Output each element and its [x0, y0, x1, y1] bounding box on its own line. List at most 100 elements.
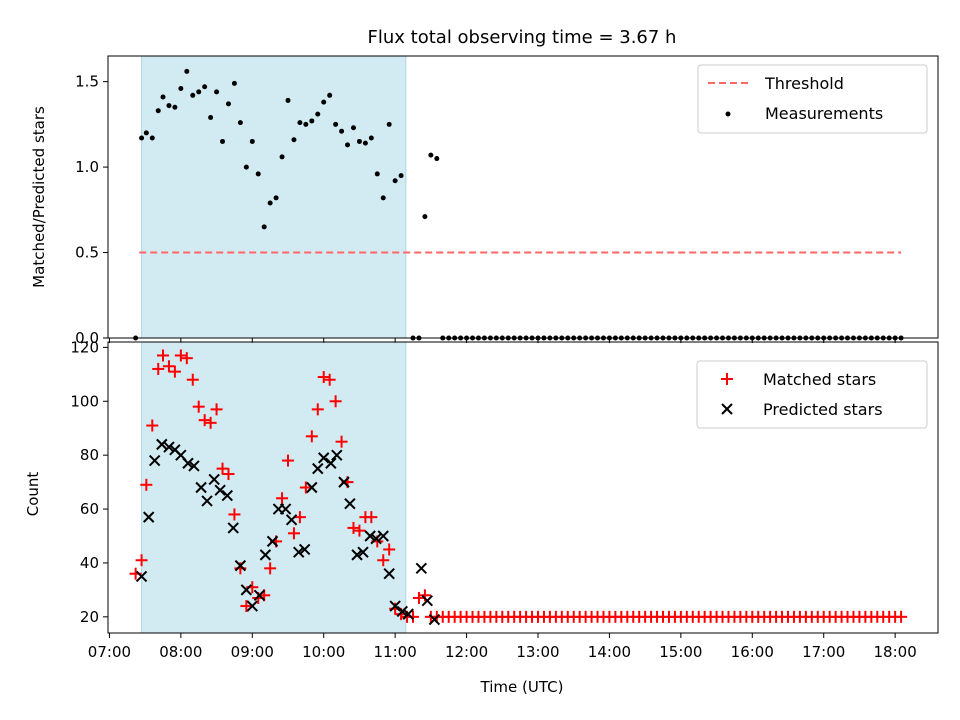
predicted-star-point: [143, 511, 155, 523]
predicted-star-point: [259, 549, 272, 561]
measurement-point: [225, 101, 231, 107]
predicted-star-point: [325, 457, 337, 469]
measurement-point: [202, 84, 208, 90]
measurement-point: [368, 135, 374, 141]
measurement-point: [386, 121, 392, 127]
x-stroke-b: [306, 481, 318, 494]
predicted-star-point: [415, 562, 428, 575]
predicted-star-point: [201, 495, 213, 507]
x-stroke-b: [234, 559, 247, 572]
bottom-y-tick-label: 100: [70, 392, 99, 410]
predicted-star-point: [421, 594, 433, 607]
matched-star-point: [383, 543, 396, 556]
predicted-star-point: [370, 532, 382, 545]
predicted-star-point: [306, 481, 318, 494]
x-tick-label: 13:00: [516, 643, 559, 661]
x-stroke-b: [285, 514, 298, 526]
x-stroke-b: [246, 600, 258, 612]
matched-star-point: [264, 562, 277, 575]
predicted-star-point: [148, 454, 161, 467]
bottom-y-tick-label: 120: [70, 338, 99, 356]
x-stroke-b: [208, 473, 220, 486]
matched-star-point: [140, 478, 153, 491]
x-stroke-b: [279, 503, 292, 515]
predicted-star-point: [351, 549, 363, 561]
predicted-star-point: [188, 460, 200, 472]
predicted-star-point: [344, 497, 356, 510]
predicted-star-point: [402, 608, 414, 620]
measurement-point: [315, 111, 321, 117]
top-y-tick-label: 1.0: [75, 158, 99, 176]
x-stroke-b: [156, 438, 168, 451]
x-tick-label: 14:00: [588, 643, 631, 661]
measurement-point: [237, 120, 243, 126]
measurement-point: [255, 171, 261, 177]
x-stroke-b: [338, 476, 350, 488]
x-stroke-b: [357, 546, 369, 558]
matched-star-point: [323, 373, 336, 386]
measurement-point: [184, 68, 190, 74]
matched-star-point: [228, 508, 241, 521]
bottom-y-axis-label: Count: [24, 472, 42, 517]
predicted-star-point: [208, 473, 220, 486]
x-stroke-b: [169, 444, 181, 456]
x-stroke-b: [293, 546, 305, 558]
predicted-star-point: [312, 462, 324, 475]
measurement-point: [291, 137, 297, 143]
measurement-point: [422, 214, 428, 220]
predicted-star-point: [318, 452, 330, 464]
legend-matched-swatch: [721, 373, 733, 385]
bottom-axes-frame: [107, 341, 939, 634]
top-legend-box: [697, 64, 928, 134]
measurement-point: [243, 164, 249, 170]
x-stroke-b: [195, 481, 207, 494]
top-y-tick-label: 0.5: [75, 244, 99, 262]
x-tick-label: 10:00: [302, 643, 345, 661]
matched-star-point: [198, 414, 211, 427]
chart-title: Flux total observing time = 3.67 h: [368, 27, 677, 48]
x-tick-label: 12:00: [445, 643, 488, 661]
x-stroke-b: [364, 530, 376, 542]
top-y-tick-label: 0.0: [75, 329, 99, 347]
x-stroke-b: [135, 570, 148, 583]
x-stroke-b: [318, 452, 330, 464]
bottom-y-tick-label: 80: [80, 446, 99, 464]
matched-star-point: [157, 349, 169, 362]
matched-star-point: [210, 403, 223, 416]
matched-star-point: [335, 435, 348, 448]
measurement-point: [190, 92, 196, 98]
legend-threshold-label: Threshold: [764, 74, 844, 93]
x-stroke-b: [351, 549, 363, 561]
matched-star-point: [146, 419, 159, 432]
measurement-point: [392, 178, 398, 184]
matched-star-point: [276, 492, 289, 505]
x-stroke-b: [227, 522, 239, 534]
measurement-point: [303, 121, 309, 127]
measurement-point: [149, 135, 155, 141]
bottom-y-tick-label: 60: [80, 500, 99, 518]
x-stroke-b: [240, 584, 253, 596]
x-stroke-b: [389, 600, 401, 612]
x-stroke-b: [259, 549, 272, 561]
predicted-star-point: [234, 559, 247, 572]
measurement-point: [139, 135, 145, 141]
measurement-point: [166, 103, 172, 109]
predicted-star-point: [338, 476, 350, 488]
measurement-point: [380, 195, 386, 201]
matched-star-point: [282, 454, 294, 467]
matched-star-point: [299, 481, 312, 494]
measurement-point: [362, 140, 368, 146]
x-stroke-b: [415, 562, 428, 575]
measurement-point: [333, 121, 339, 127]
x-stroke-b: [188, 460, 200, 472]
x-stroke-b: [182, 457, 194, 469]
x-tick-label: 15:00: [659, 643, 702, 661]
predicted-star-point: [156, 438, 168, 451]
predicted-star-point: [357, 546, 369, 558]
top-y-axis-label: Matched/Predicted stars: [30, 106, 48, 288]
legend-measurements-swatch: [725, 111, 731, 117]
measurement-point: [273, 195, 279, 201]
measurement-point: [267, 200, 273, 206]
matched-star-point: [353, 524, 366, 537]
